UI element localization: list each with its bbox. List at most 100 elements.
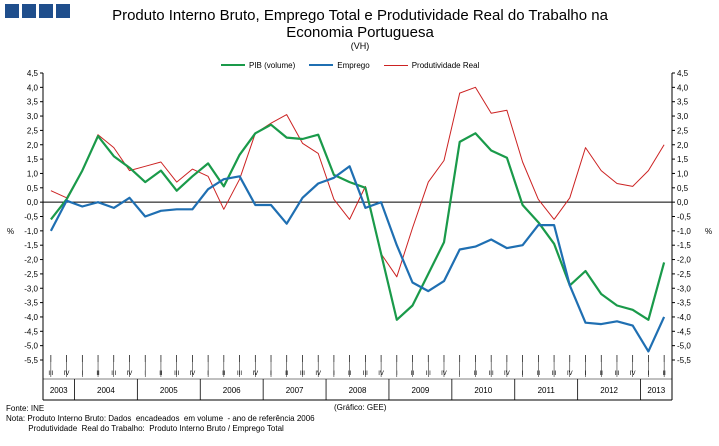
quarter-label: III [363, 371, 368, 377]
y-axis-label-left: % [7, 227, 14, 236]
y-tick-label-right: 4,5 [677, 69, 689, 78]
quarter-label: II [662, 371, 666, 377]
y-tick-label-right: -5,5 [677, 356, 691, 365]
quarter-label: III [237, 371, 242, 377]
quarter-label: III [426, 371, 431, 377]
quarter-label: II [96, 371, 100, 377]
y-tick-label-right: -5,0 [677, 342, 691, 351]
y-tick-label-left: 0,5 [27, 184, 39, 193]
legend-item-produtividade: Produtividade Real [383, 60, 480, 70]
y-tick-label-right: -1,5 [677, 241, 691, 250]
quarter-label: IV [252, 371, 258, 377]
year-label: 2003 [50, 386, 68, 395]
quarter-label: IV [315, 371, 321, 377]
quarter-label: II [600, 371, 604, 377]
y-tick-label-right: 2,0 [677, 141, 689, 150]
year-label: 2006 [223, 386, 241, 395]
legend-swatch-emprego [309, 64, 334, 66]
quarter-label: IV [567, 371, 573, 377]
y-tick-label-right: 2,5 [677, 126, 689, 135]
y-axis-label-right: % [705, 227, 712, 236]
y-tick-label-left: -1,0 [24, 227, 38, 236]
y-tick-label-right: -4,5 [677, 327, 691, 336]
logo-block [56, 4, 70, 18]
quarter-label: II [285, 371, 289, 377]
year-label: 2011 [538, 386, 556, 395]
y-tick-label-right: -2,5 [677, 270, 691, 279]
y-tick-label-left: -0,5 [24, 213, 38, 222]
y-tick-label-right: -3,0 [677, 284, 691, 293]
quarter-label: I [522, 371, 524, 377]
quarter-label: IV [441, 371, 447, 377]
y-tick-label-right: -4,0 [677, 313, 691, 322]
series-line-emprego [49, 165, 666, 353]
footer-notes: Fonte: INE Nota: Produto Interno Bruto: … [6, 404, 315, 434]
y-tick-label-right: 0,5 [677, 184, 689, 193]
quarter-label: II [159, 371, 163, 377]
chart-title-line2: Economia Portuguesa [286, 24, 434, 41]
y-tick-label-left: 2,5 [27, 126, 39, 135]
quarter-label: I [207, 371, 209, 377]
y-tick-label-left: 1,0 [27, 169, 39, 178]
year-label: 2013 [647, 386, 665, 395]
quarter-label: I [585, 371, 587, 377]
y-tick-label-left: 2,0 [27, 141, 39, 150]
y-tick-label-right: -1,0 [677, 227, 691, 236]
y-tick-label-left: -3,0 [24, 284, 38, 293]
logo-block [5, 4, 19, 18]
quarter-label: III [552, 371, 557, 377]
logo-block [22, 4, 36, 18]
quarter-label: I [459, 371, 461, 377]
y-tick-label-right: 3,5 [677, 98, 689, 107]
year-label: 2008 [349, 386, 367, 395]
y-tick-label-left: 4,5 [27, 69, 39, 78]
quarter-label: I [396, 371, 398, 377]
legend-label-pib: PIB (volume) [249, 60, 296, 70]
y-tick-label-right: -0,5 [677, 213, 691, 222]
quarter-label: III [300, 371, 305, 377]
y-tick-label-left: -1,5 [24, 241, 38, 250]
quarter-label: I [270, 371, 272, 377]
year-label: 2009 [412, 386, 430, 395]
footer-source: Fonte: INE [6, 404, 45, 413]
chart-credit: (Gráfico: GEE) [334, 403, 387, 412]
legend-item-pib: PIB (volume) [221, 61, 295, 70]
y-tick-label-right: 4,0 [677, 83, 689, 92]
quarter-label: III [174, 371, 179, 377]
footer-note: Nota: Produto Interno Bruto: Dados encad… [6, 414, 315, 423]
quarter-label: I [81, 371, 83, 377]
legend-swatch-produtividade [383, 64, 408, 66]
quarter-label: II [474, 371, 478, 377]
quarter-label: IV [190, 371, 196, 377]
y-tick-label-right: 1,5 [677, 155, 689, 164]
quarter-label: II [411, 371, 415, 377]
legend-label-emprego: Emprego [337, 60, 370, 70]
year-label: 2012 [600, 386, 618, 395]
y-tick-label-left: -4,0 [24, 313, 38, 322]
y-tick-label-left: -2,0 [24, 256, 38, 265]
quarter-label: I [144, 371, 146, 377]
quarter-label: IV [630, 371, 636, 377]
legend-item-emprego: Emprego [309, 60, 370, 70]
chart-legend: PIB (volume) Emprego Produtividade Real [221, 59, 493, 71]
footer-note-2: Produtividade Real do Trabalho: Produto … [6, 424, 284, 433]
year-label: 2005 [160, 386, 178, 395]
y-tick-label-left: 3,0 [27, 112, 39, 121]
y-tick-label-right: -3,5 [677, 299, 691, 308]
y-tick-label-right: 0,0 [677, 198, 689, 207]
quarter-label: III [111, 371, 116, 377]
chart-title: Produto Interno Bruto, Emprego Total e P… [80, 7, 640, 41]
quarter-label: II [222, 371, 226, 377]
legend-label-produtividade: Produtividade Real [411, 60, 480, 70]
logo-block [39, 4, 53, 18]
quarter-label: I [648, 371, 650, 377]
y-tick-label-left: -4,5 [24, 327, 38, 336]
y-tick-label-right: 1,0 [677, 169, 689, 178]
y-tick-label-left: -5,5 [24, 356, 38, 365]
quarter-label: IV [127, 371, 133, 377]
year-label: 2007 [286, 386, 304, 395]
legend-swatch-pib [221, 64, 245, 66]
chart-title-line1: Produto Interno Bruto, Emprego Total e P… [112, 7, 608, 24]
quarter-label: II [537, 371, 541, 377]
